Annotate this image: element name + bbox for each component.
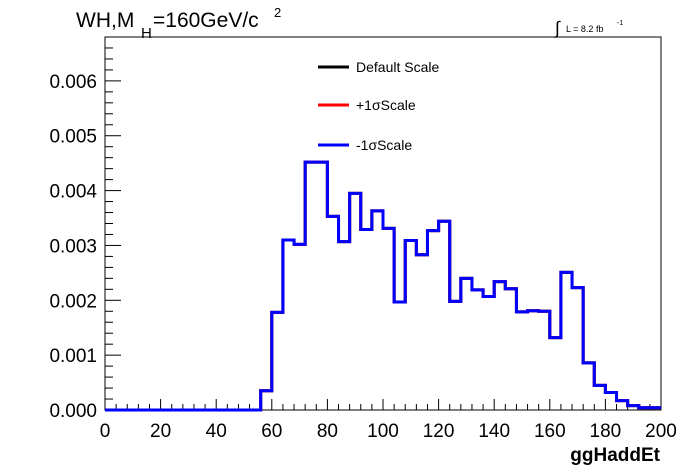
x-tick-label: 140: [478, 421, 510, 442]
x-tick-label: 100: [367, 421, 399, 442]
y-tick-label: 0.002: [49, 291, 97, 312]
x-tick-label: 20: [150, 421, 171, 442]
series-layer: [105, 160, 661, 412]
legend-label: +1σScale: [356, 97, 416, 113]
x-tick-label: 200: [645, 421, 677, 442]
title-rest: =160GeV/c: [153, 9, 259, 32]
x-tick-label: 40: [206, 421, 227, 442]
y-tick-label: 0.004: [49, 182, 97, 203]
luminosity-label: ∫ L = 8.2 fb -1: [553, 18, 623, 38]
y-tick-label: 0.005: [49, 127, 97, 148]
y-tick-label: 0.003: [49, 236, 97, 257]
x-tick-label: 0: [100, 421, 111, 442]
y-tick-label: 0.000: [49, 401, 97, 422]
x-tick-label: 120: [423, 421, 455, 442]
title-main: WH,M: [76, 9, 134, 32]
integral-symbol: ∫: [553, 18, 561, 38]
x-axis-label: ggHaddEt: [570, 445, 660, 466]
y-tick-label: 0.001: [49, 346, 97, 367]
title-superscript: 2: [274, 5, 281, 20]
x-tick-label: 160: [534, 421, 566, 442]
x-tick-label: 80: [317, 421, 338, 442]
axes: 0 20 40 60 80 100 120 140 160 180 200 0.000 0.001 0.0…: [49, 36, 677, 442]
chart-title: WH,M H =160GeV/c 2: [76, 5, 281, 42]
legend-label: -1σScale: [356, 137, 412, 153]
luminosity-text: L = 8.2 fb: [566, 24, 603, 34]
series-line-2: [105, 160, 661, 412]
y-tick-label: 0.006: [49, 72, 97, 93]
title-subscript: H: [141, 25, 152, 42]
legend-label: Default Scale: [356, 59, 439, 75]
legend: Default Scale +1σScale -1σScale: [318, 59, 439, 153]
x-tick-label: 180: [590, 421, 622, 442]
luminosity-superscript: -1: [617, 20, 623, 27]
x-tick-label: 60: [261, 421, 282, 442]
